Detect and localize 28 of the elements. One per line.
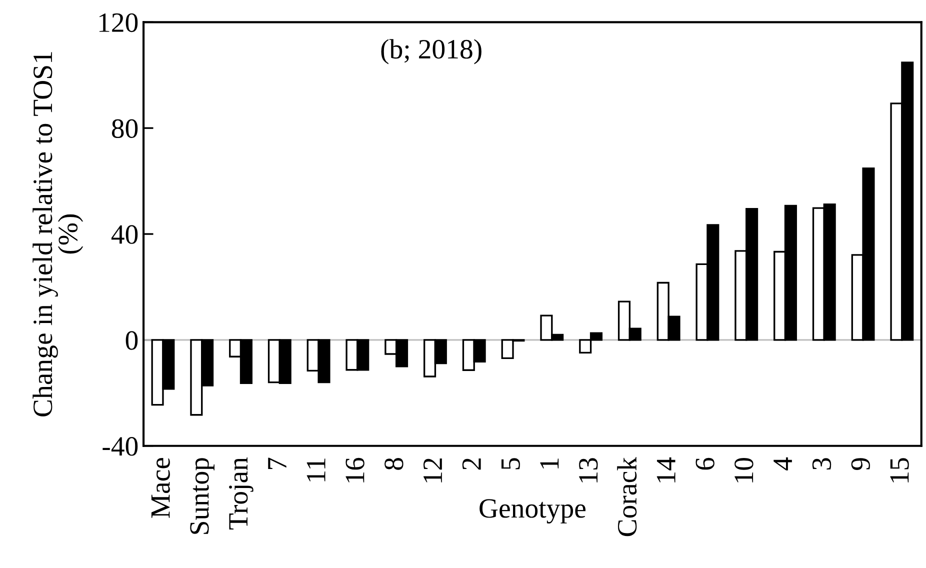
y-tick-label: 80 <box>112 119 138 138</box>
y-tick-label: 0 <box>126 331 138 350</box>
x-tick-label: Suntop <box>190 458 214 534</box>
x-tick-label: 12 <box>424 458 442 482</box>
x-tick-label: 16 <box>346 458 364 482</box>
x-tick-label: 13 <box>579 458 598 482</box>
y-axis-title: Change in yield relative to TOS1 (%) <box>32 52 84 416</box>
x-tick-label: 7 <box>268 458 286 470</box>
annotation: (b; 2018) <box>381 39 482 64</box>
x-tick-label: 1 <box>540 458 559 468</box>
y-tick-label: 40 <box>111 225 138 244</box>
x-tick-label: 10 <box>734 458 754 482</box>
x-tick-label: 4 <box>774 457 792 470</box>
x-tick-label: 6 <box>696 458 714 470</box>
x-tick-label: Trojan <box>229 457 254 530</box>
x-tick-label: 3 <box>812 458 832 470</box>
x-tick-label: 5 <box>501 458 520 470</box>
y-tick-label: 120 <box>99 13 138 32</box>
x-tick-label: Corack <box>617 456 637 536</box>
x-tick-label: 9 <box>851 458 870 470</box>
x-tick-label: Mace <box>151 458 170 518</box>
y-tick-label: -40 <box>102 437 138 456</box>
x-tick-label: 8 <box>384 458 404 470</box>
x-tick-label: 11 <box>306 458 326 482</box>
x-tick-label: 2 <box>462 458 481 470</box>
x-tick-label: 14 <box>656 457 676 482</box>
x-axis-title: Genotype <box>480 499 586 524</box>
x-tick-label: 15 <box>890 458 909 482</box>
